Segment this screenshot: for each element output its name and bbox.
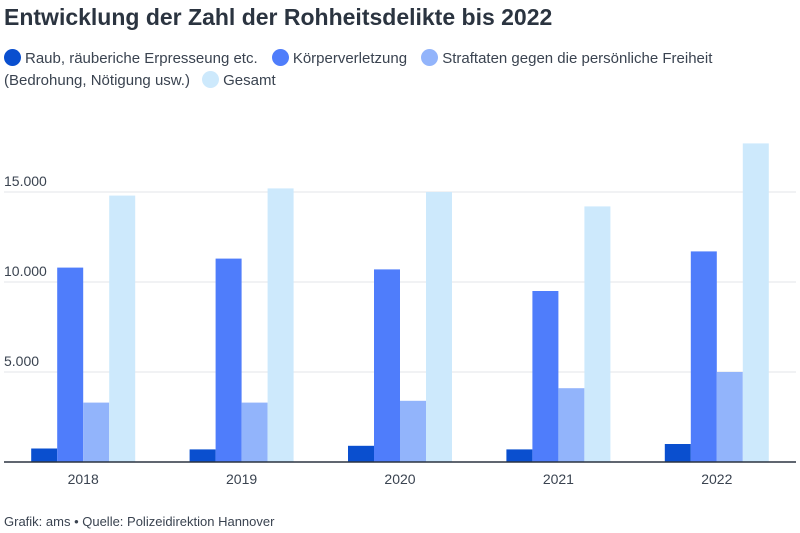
legend-label-freiheit: Straftaten gegen die persönliche Freihei… [4,50,713,89]
x-tick-label: 2022 [701,471,732,487]
chart-source: Grafik: ams • Quelle: Polizeidirektion H… [4,514,275,529]
x-tick-label: 2021 [543,471,574,487]
bar-2020-series-3 [426,192,452,462]
chart-legend: Raub, räuberiche Erpresseung etc. Körper… [4,48,796,92]
bar-2019-series-3 [267,188,294,462]
bar-2019-series-1 [215,258,242,462]
bar-2020-series-1 [374,269,400,462]
legend-swatch-raub [4,49,21,66]
legend-item-raub: Raub, räuberiche Erpresseung etc. [4,48,258,70]
legend-swatch-gesamt [202,71,220,88]
legend-label-gesamt: Gesamt [223,72,276,89]
y-tick-label: 5.000 [4,353,39,369]
bar-2022-series-0 [664,444,691,462]
bar-2022-series-1 [690,251,717,462]
bar-2020-series-2 [400,400,426,462]
bar-2020-series-0 [348,445,374,462]
bar-2022-series-2 [716,372,743,462]
bar-2021-series-0 [506,449,533,462]
bar-2018-series-1 [57,267,84,462]
y-tick-label: 10.000 [4,263,47,279]
legend-item-freiheit: Straftaten gegen die persönliche Freihei… [4,49,713,89]
x-tick-label: 2018 [68,471,99,487]
legend-swatch-freiheit [421,49,439,66]
legend-label-koerperverletzung: Körperverletzung [292,50,408,67]
axes: 5.000 10.000 15.000 2018 2019 2020 2021 2022 [4,173,796,487]
bar-2021-series-2 [558,388,585,462]
bar-2019-series-2 [241,402,268,462]
bar-2018-series-3 [109,195,136,462]
legend-item-koerperverletzung: Körperverletzung [271,48,408,70]
y-tick-label: 15.000 [4,173,47,189]
bar-2021-series-3 [584,206,611,462]
chart-title: Entwicklung der Zahl der Rohheitsdelikte… [4,4,553,30]
bar-2021-series-1 [532,291,559,462]
bars [31,143,769,462]
legend-label-raub: Raub, räuberiche Erpresseung etc. [25,50,258,67]
bar-2022-series-3 [742,143,769,462]
x-tick-label: 2020 [384,471,415,487]
bar-2019-series-0 [189,449,216,462]
legend-swatch-koerperverletzung [271,49,289,66]
bar-2018-series-2 [83,402,110,462]
legend-item-gesamt: Gesamt [202,70,276,92]
bar-2018-series-0 [31,448,58,462]
x-tick-label: 2019 [226,471,257,487]
